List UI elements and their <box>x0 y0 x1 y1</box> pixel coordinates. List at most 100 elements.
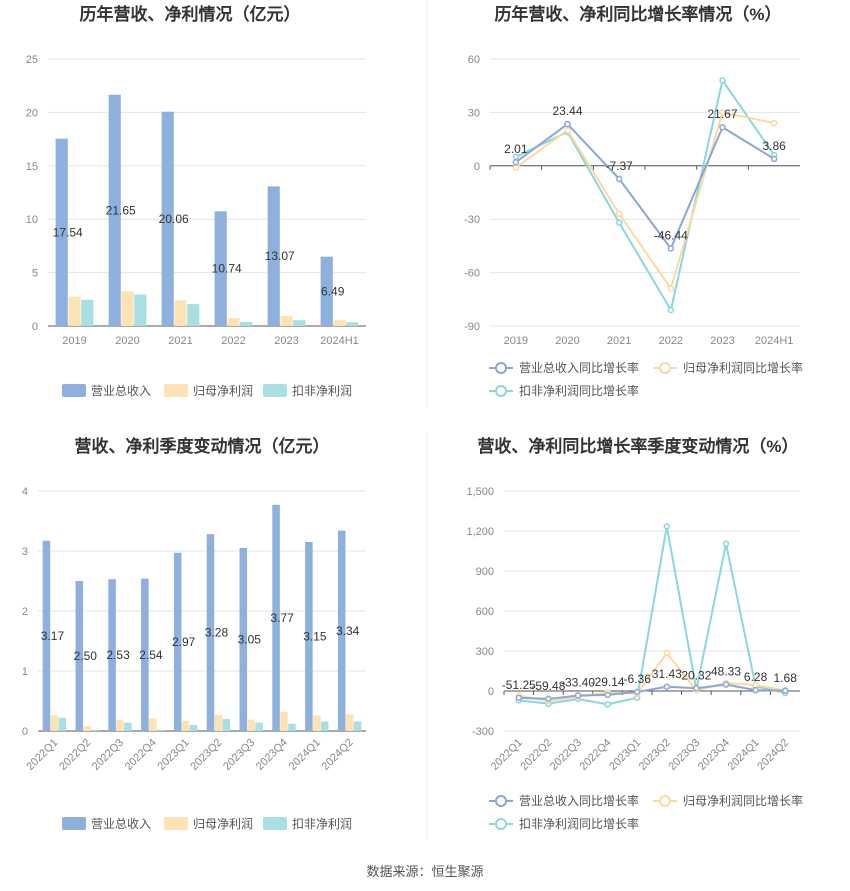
legend-swatch <box>62 384 86 397</box>
bar <box>267 186 280 326</box>
bar <box>206 534 215 731</box>
x-tick-label: 2023Q3 <box>221 737 257 773</box>
y-tick-label: 5 <box>32 268 38 280</box>
bar <box>108 579 116 731</box>
chart-quarterly-values: 营收、净利季度变动情况（亿元）012342022Q12022Q22022Q320… <box>22 436 366 831</box>
bar <box>42 540 51 731</box>
x-tick-label: 2024Q1 <box>287 737 323 773</box>
x-tick-label: 2024Q2 <box>755 737 791 773</box>
bar <box>255 722 263 731</box>
chart-title: 营收、净利同比增长率季度变动情况（%） <box>477 436 798 456</box>
bar-data-label: 6.49 <box>321 284 345 298</box>
x-tick-label: 2023Q4 <box>254 737 290 773</box>
y-tick-label: 1,200 <box>466 526 494 538</box>
data-point <box>604 701 611 708</box>
bar-data-label: 3.05 <box>238 633 262 647</box>
x-tick-label: 2022Q3 <box>90 737 126 773</box>
series-line <box>518 683 786 700</box>
legend-marker <box>495 362 507 374</box>
x-tick-label: 2019 <box>504 335 528 347</box>
point-data-label: 31.43 <box>652 667 682 681</box>
bar <box>353 721 362 731</box>
legend-swatch <box>263 384 287 397</box>
y-tick-label: 60 <box>468 54 480 66</box>
data-point <box>615 175 623 183</box>
bar <box>124 722 132 731</box>
x-tick-label: 2024H1 <box>320 335 359 347</box>
x-tick-label: 2023Q3 <box>666 737 702 773</box>
y-tick-label: 10 <box>26 214 38 226</box>
series-line <box>515 111 775 291</box>
point-data-label: -7.37 <box>605 159 633 173</box>
bar <box>337 530 346 731</box>
legend-marker <box>659 362 671 374</box>
data-point <box>770 155 778 163</box>
point-data-label: -33.40 <box>561 675 595 689</box>
x-tick-label: 2024Q1 <box>726 737 762 773</box>
x-tick-label: 2022Q1 <box>489 737 525 773</box>
legend-marker <box>495 385 507 397</box>
bar <box>313 715 321 731</box>
series-2 <box>81 294 359 326</box>
series-line <box>515 122 775 251</box>
series-line <box>518 526 786 706</box>
bar-data-label: 17.54 <box>53 225 83 239</box>
series-2 <box>58 717 362 731</box>
y-tick-label: 900 <box>476 566 494 578</box>
legend-swatch <box>164 817 188 830</box>
data-point <box>752 686 759 694</box>
x-tick-label: 2024H1 <box>755 335 794 347</box>
point-data-label: 21.67 <box>707 107 737 121</box>
bar-data-label: 3.77 <box>270 611 294 625</box>
bar <box>346 322 359 326</box>
point-data-label: -6.36 <box>624 672 652 686</box>
bar <box>272 504 280 731</box>
data-point <box>663 649 671 657</box>
series-1 <box>512 109 778 292</box>
chart-annual-values: 历年营收、净利情况（亿元） 0 5 10 15 20 25 2019 2020 2021 2022 2… <box>26 4 366 398</box>
x-tick-label: 2023Q2 <box>637 737 673 773</box>
y-tick-label: -60 <box>464 268 480 280</box>
bar <box>83 726 91 731</box>
legend-label: 扣非净利润 <box>292 384 352 398</box>
chart-title: 营收、净利季度变动情况（亿元） <box>75 436 330 456</box>
bar <box>345 714 354 731</box>
bar <box>320 721 329 731</box>
y-tick-label: 600 <box>476 606 494 618</box>
bar-data-label: 2.54 <box>139 648 163 662</box>
bar <box>320 256 333 326</box>
x-tick-label: 2023Q1 <box>607 737 643 773</box>
bar <box>75 581 84 731</box>
data-point <box>781 687 789 695</box>
data-point <box>770 119 778 127</box>
legend-swatch <box>62 817 86 830</box>
y-tick-label: 1,500 <box>466 486 494 498</box>
y-tick-label: -30 <box>464 214 480 226</box>
x-tick-label: 2020 <box>555 335 579 347</box>
point-data-label: -46.44 <box>654 228 688 242</box>
series-1 <box>68 291 346 326</box>
legend-label: 营业总收入同比增长率 <box>519 360 639 375</box>
legend-marker <box>495 795 507 807</box>
point-data-label: 48.33 <box>711 665 741 679</box>
data-point <box>722 540 730 547</box>
bar-data-label: 20.06 <box>159 212 189 226</box>
data-point <box>719 77 726 84</box>
bar <box>156 729 165 731</box>
point-data-label: 1.68 <box>774 671 798 685</box>
y-tick-label: 25 <box>26 54 38 66</box>
series-0 <box>512 120 778 252</box>
bar-data-label: 2.50 <box>74 649 98 663</box>
x-tick-label: 2022Q4 <box>578 737 614 773</box>
data-point <box>515 694 523 702</box>
x-tick-label: 2023Q4 <box>696 737 732 773</box>
legend-label: 扣非净利润同比增长率 <box>519 383 639 398</box>
legend-label: 营业总收入 <box>91 384 151 398</box>
legend-label: 归母净利润 <box>193 384 253 398</box>
data-point <box>663 523 671 530</box>
chart-title: 历年营收、净利同比增长率情况（%） <box>494 4 781 24</box>
x-tick-label: 2022Q2 <box>57 737 93 773</box>
y-tick-label: 30 <box>468 107 480 119</box>
legend-swatch <box>164 384 188 397</box>
bar <box>50 715 59 731</box>
